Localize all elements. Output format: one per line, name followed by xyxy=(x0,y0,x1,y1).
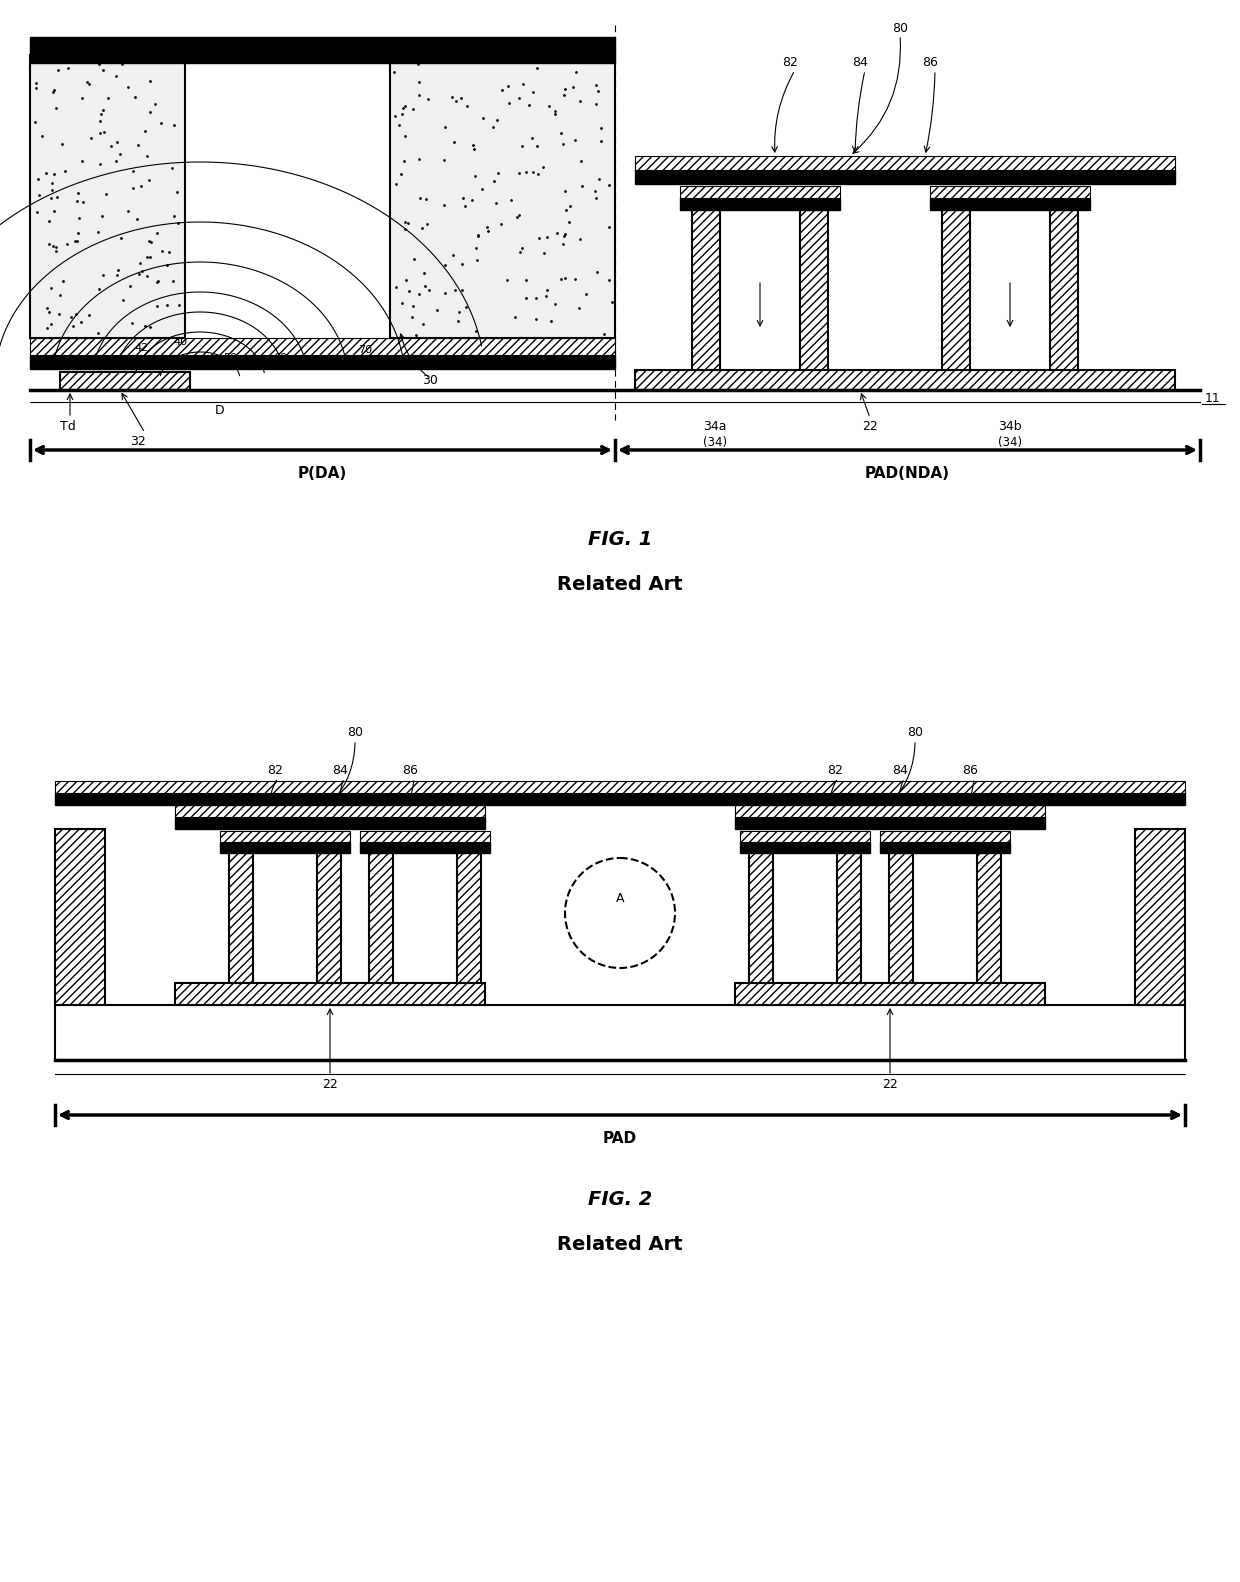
Bar xyxy=(930,198,1090,210)
Bar xyxy=(370,853,393,982)
Bar xyxy=(30,339,615,354)
Bar xyxy=(977,853,1001,982)
Text: 80: 80 xyxy=(892,22,908,35)
Bar xyxy=(360,831,490,842)
Bar xyxy=(458,853,481,982)
Text: 86: 86 xyxy=(962,764,978,777)
Bar xyxy=(30,55,615,63)
Bar xyxy=(680,187,839,198)
Bar xyxy=(635,370,1176,391)
Bar xyxy=(1135,829,1185,1005)
Text: D: D xyxy=(216,403,224,416)
Bar xyxy=(880,831,1011,842)
Text: 70: 70 xyxy=(358,345,372,354)
Text: 50: 50 xyxy=(223,353,237,362)
Bar xyxy=(740,842,870,853)
Text: FIG. 1: FIG. 1 xyxy=(588,530,652,549)
Bar xyxy=(30,354,615,369)
Text: PAD: PAD xyxy=(603,1131,637,1145)
Bar xyxy=(55,829,105,1005)
Bar xyxy=(175,982,485,1005)
Bar xyxy=(800,210,828,370)
Text: A: A xyxy=(616,892,624,905)
Bar xyxy=(391,55,615,339)
Bar xyxy=(635,169,1176,184)
Text: 86: 86 xyxy=(402,764,418,777)
Bar xyxy=(55,782,1185,793)
Bar xyxy=(880,842,1011,853)
Text: 84: 84 xyxy=(852,55,868,68)
Text: FIG. 2: FIG. 2 xyxy=(588,1190,652,1209)
Text: PAD(NDA): PAD(NDA) xyxy=(864,467,950,481)
Bar xyxy=(680,198,839,210)
Text: P(DA): P(DA) xyxy=(298,467,347,481)
Text: 32: 32 xyxy=(130,435,146,448)
Bar xyxy=(60,372,190,391)
Text: 80: 80 xyxy=(906,726,923,739)
Text: 82: 82 xyxy=(267,764,283,777)
Bar xyxy=(735,982,1045,1005)
Bar xyxy=(30,55,185,339)
Text: 40: 40 xyxy=(172,337,187,346)
Text: 80: 80 xyxy=(347,726,363,739)
Bar xyxy=(930,187,1090,198)
Text: 86: 86 xyxy=(923,55,937,68)
Bar xyxy=(229,853,253,982)
Bar xyxy=(837,853,861,982)
Text: 84: 84 xyxy=(332,764,348,777)
Bar xyxy=(360,842,490,853)
Text: 44: 44 xyxy=(162,354,177,365)
Text: 60: 60 xyxy=(273,353,286,362)
Bar xyxy=(175,816,485,829)
Bar xyxy=(735,816,1045,829)
Bar xyxy=(692,210,720,370)
Bar xyxy=(740,831,870,842)
Text: 82: 82 xyxy=(782,55,797,68)
Text: 34a: 34a xyxy=(703,419,727,433)
Text: 22: 22 xyxy=(322,1077,337,1092)
Text: 84: 84 xyxy=(892,764,908,777)
Bar xyxy=(219,831,350,842)
Bar xyxy=(635,157,1176,169)
Text: Td: Td xyxy=(60,419,76,433)
Bar xyxy=(735,804,1045,816)
Bar xyxy=(889,853,913,982)
Bar xyxy=(55,793,1185,805)
Bar xyxy=(55,1005,1185,1060)
Circle shape xyxy=(565,857,675,968)
Bar xyxy=(1050,210,1078,370)
Bar xyxy=(317,853,341,982)
Text: 11: 11 xyxy=(1205,391,1220,405)
Text: (34): (34) xyxy=(703,437,727,449)
Text: 46: 46 xyxy=(184,361,197,370)
Text: 82: 82 xyxy=(827,764,843,777)
Text: (34): (34) xyxy=(998,437,1022,449)
Text: Related Art: Related Art xyxy=(557,574,683,593)
Bar xyxy=(749,853,773,982)
Bar xyxy=(942,210,970,370)
Text: 22: 22 xyxy=(862,419,878,433)
Text: Related Art: Related Art xyxy=(557,1236,683,1255)
Bar xyxy=(175,804,485,816)
Bar xyxy=(30,36,615,55)
Text: 34b: 34b xyxy=(998,419,1022,433)
Text: 30: 30 xyxy=(422,373,438,386)
Bar xyxy=(219,842,350,853)
Text: 42: 42 xyxy=(135,343,149,353)
Text: 22: 22 xyxy=(882,1077,898,1092)
